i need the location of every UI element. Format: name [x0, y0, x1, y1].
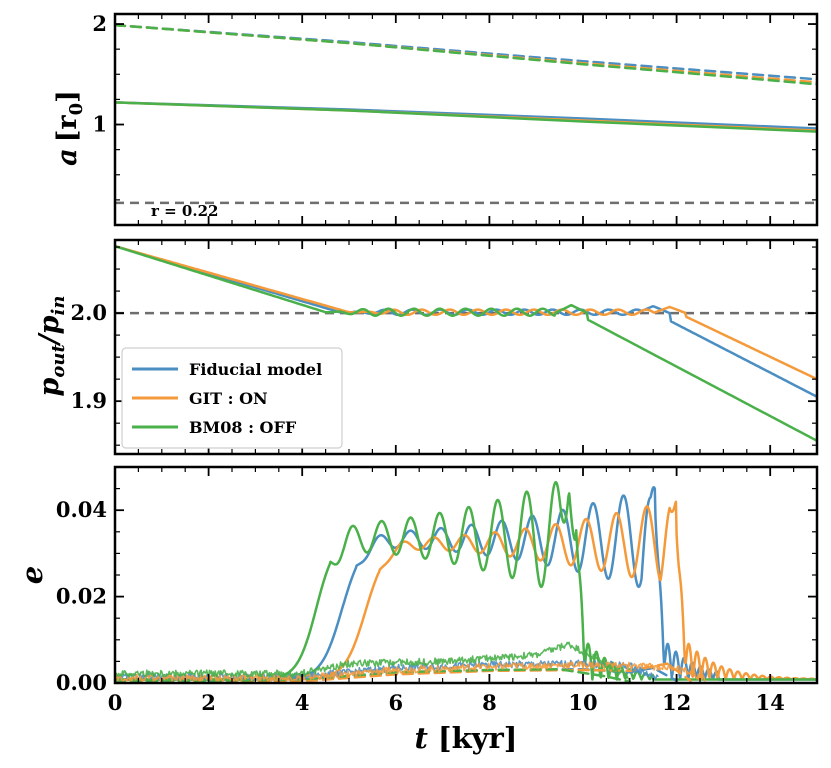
ylabel-subscript: 0 [66, 103, 87, 116]
series-line-bm08-off-noisy [115, 641, 631, 681]
semi-major-axis-frame [113, 12, 819, 227]
xlabel-unit: [kyr] [438, 721, 518, 755]
series-layer [115, 23, 817, 205]
x-tick-label: 4 [295, 690, 310, 715]
period-ratio-panel: 1.9 2.0 pout/pin Fiducial model GIT : ON … [34, 238, 819, 456]
period-ratio-ylabel: pout/pin [34, 296, 69, 397]
x-tick-label: 14 [756, 690, 785, 715]
legend-label-bm08: BM08 : OFF [189, 418, 297, 437]
eccentricity-ylabel: e [15, 566, 49, 584]
ylabel-a: a [52, 148, 83, 166]
y-tick-label: 1 [92, 112, 107, 137]
ylabel-bracket-close: ] [52, 90, 83, 103]
x-tick-label: 8 [482, 690, 497, 715]
series-line-bm08-off [115, 244, 817, 443]
eccentricity-panel: 0.00 0.02 0.04 0 2 4 6 8 10 12 14 e t [kyr] [15, 465, 819, 755]
y-tick-label: 0.00 [56, 670, 107, 695]
x-tick-label: 6 [388, 690, 403, 715]
series-line-git-on [115, 500, 817, 681]
semi-major-axis-plot-area: 12 [92, 11, 818, 225]
series-layer [115, 244, 817, 443]
x-tick-label: 0 [108, 690, 123, 715]
period-ratio-plot-area: 1.9 2.0 [70, 240, 818, 454]
x-tick-label: 2 [201, 690, 216, 715]
ticks [114, 467, 818, 684]
y-tick-label: 2 [92, 11, 107, 36]
y-tick-label: 0.04 [56, 497, 107, 522]
legend: Fiducial model GIT : ON BM08 : OFF [121, 347, 343, 449]
eccentricity-plot-area: 0.00 0.02 0.04 0 2 4 6 8 10 12 14 [56, 467, 818, 715]
radius-annotation: r = 0.22 [151, 202, 218, 220]
series-line-bm08-off-outer [115, 23, 817, 86]
series-line-bm08-off [115, 480, 817, 681]
ylabel-p: p [34, 378, 65, 397]
semi-major-axis-ylabel: a [r0] [52, 90, 87, 166]
semi-major-axis-panel: 12 r = 0.22 a[r0] [52, 11, 819, 227]
legend-label-fiducial: Fiducial model [189, 360, 322, 379]
xlabel-t: t [414, 721, 428, 755]
series-line-git-on [115, 244, 817, 381]
eccentricity-frame [113, 465, 819, 685]
y-tick-label: 2.0 [70, 300, 107, 325]
x-tick-label: 12 [662, 690, 691, 715]
time-xlabel: t [kyr] [414, 721, 517, 755]
series-layer [115, 480, 817, 683]
legend-label-git: GIT : ON [189, 389, 268, 408]
ylabel-sub-in: in [48, 296, 69, 316]
ylabel-sub-out: out [48, 344, 69, 378]
ylabel-slash-p: /p [34, 315, 65, 347]
y-tick-label: 1.9 [70, 388, 107, 413]
ylabel-bracket-open: [r [52, 115, 83, 143]
ticks [114, 14, 818, 225]
y-tick-label: 0.02 [56, 584, 107, 609]
legend-box [121, 347, 343, 449]
series-line-bm08-off-inner [115, 101, 817, 133]
period-ratio-frame [113, 238, 819, 456]
x-tick-label: 10 [568, 690, 597, 715]
